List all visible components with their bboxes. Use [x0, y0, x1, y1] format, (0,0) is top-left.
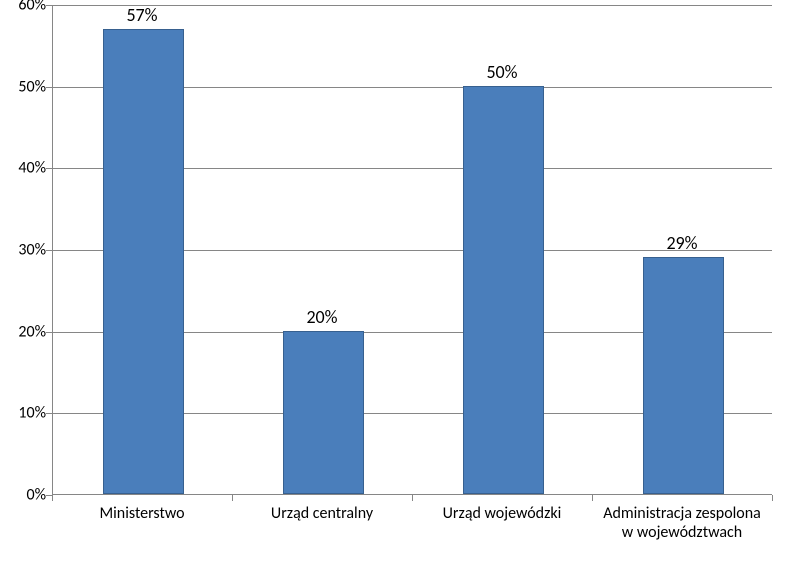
y-tick-mark [46, 5, 52, 6]
x-tick-mark [412, 495, 413, 501]
bar [463, 86, 544, 494]
bar [643, 257, 724, 494]
bar [103, 29, 184, 495]
bar-chart: 0% 10% 20% 30% 40% 50% 60% 57% Ministerstwo 20% Ur… [0, 0, 786, 577]
x-tick-mark [52, 495, 53, 501]
gridline [53, 5, 772, 6]
y-tick-mark [46, 168, 52, 169]
bar-value-label: 29% [666, 232, 697, 254]
y-tick-label: 10% [6, 404, 46, 423]
bar-value-label: 20% [306, 306, 337, 328]
x-category-label: Urząd centralny [237, 504, 408, 523]
bar-value-label: 50% [486, 61, 517, 83]
y-tick-label: 50% [6, 77, 46, 96]
y-tick-label: 60% [6, 0, 46, 15]
x-category-label: Administracja zespolona w województwach [597, 504, 768, 542]
y-tick-mark [46, 87, 52, 88]
y-tick-label: 30% [6, 241, 46, 260]
y-tick-label: 20% [6, 322, 46, 341]
y-tick-label: 0% [6, 486, 46, 505]
x-tick-mark [592, 495, 593, 501]
plot-area [52, 5, 772, 495]
y-tick-label: 40% [6, 159, 46, 178]
y-tick-mark [46, 332, 52, 333]
x-tick-mark [232, 495, 233, 501]
bar [283, 331, 364, 494]
x-category-label: Ministerstwo [57, 504, 228, 523]
y-tick-mark [46, 250, 52, 251]
bar-value-label: 57% [126, 4, 157, 26]
x-category-label: Urząd wojewódzki [417, 504, 588, 523]
y-tick-mark [46, 413, 52, 414]
x-tick-mark [772, 495, 773, 501]
